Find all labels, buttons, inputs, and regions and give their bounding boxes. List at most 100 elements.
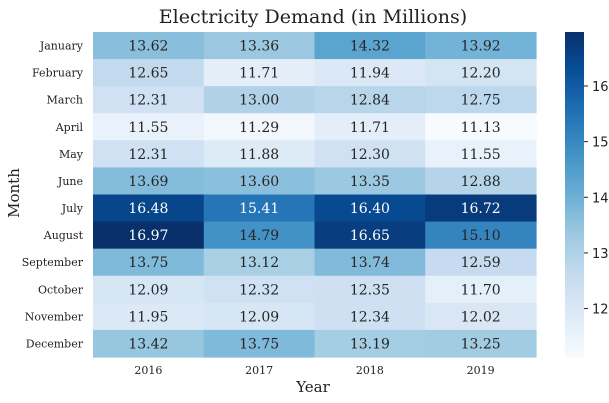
cell-value-label: 13.69: [128, 174, 168, 190]
cell-value-label: 16.48: [128, 201, 168, 217]
cell-value-label: 15.10: [461, 228, 501, 244]
cell-value-label: 16.65: [350, 228, 390, 244]
cell-value-label: 12.31: [128, 93, 168, 109]
heatmap-cell: [425, 275, 537, 304]
colorbar-tick-label: 15: [592, 136, 609, 151]
heatmap-cell: [425, 140, 537, 169]
heatmap-cell: [425, 302, 537, 331]
y-axis-label: Month: [5, 168, 23, 218]
cell-value-label: 12.35: [350, 282, 390, 298]
heatmap-cell: [314, 302, 426, 331]
cell-value-label: 11.94: [350, 66, 390, 82]
cell-value-label: 13.60: [239, 174, 279, 190]
heatmap-cell: [314, 59, 426, 87]
heatmap-cell: [93, 140, 205, 169]
cell-value-label: 13.42: [128, 336, 168, 352]
colorbar-tick-label: 12: [592, 303, 609, 318]
heatmap-cell: [93, 86, 205, 114]
heatmap-cell: [203, 194, 316, 223]
row-labels: January February March April May June July Augu…: [22, 40, 84, 351]
heatmap-cells: 13.62 13.36 14.32 13.92 12.65 11.71 11.94 12.20…: [93, 32, 537, 358]
cell-value-label: 11.29: [239, 120, 279, 136]
heatmap-cell: [93, 59, 205, 87]
cell-value-label: 11.13: [461, 120, 501, 136]
cell-value-label: 13.62: [128, 39, 168, 55]
heatmap-cell: [93, 113, 205, 141]
row-label: March: [47, 94, 83, 107]
column-label: 2016: [134, 364, 162, 377]
heatmap-cell: [314, 329, 426, 358]
cell-value-label: 13.12: [239, 255, 279, 271]
heatmap-cell: [425, 167, 537, 196]
heatmap-cell: [203, 140, 316, 169]
column-label: 2017: [245, 364, 273, 377]
heatmap-cell: [314, 275, 426, 304]
cell-value-label: 11.71: [350, 120, 390, 136]
heatmap-cell: [93, 302, 205, 331]
heatmap-cell: [314, 140, 426, 169]
cell-value-label: 11.70: [461, 282, 501, 298]
cell-value-label: 12.20: [461, 66, 501, 82]
heatmap-cell: [425, 113, 537, 141]
cell-value-label: 15.41: [239, 201, 279, 217]
cell-value-label: 11.55: [461, 147, 501, 163]
heatmap-cell: [314, 113, 426, 141]
heatmap-cell: [93, 275, 205, 304]
cell-value-label: 12.09: [128, 282, 168, 298]
heatmap-cell: [203, 167, 316, 196]
cell-value-label: 13.25: [461, 336, 501, 352]
heatmap-cell: [425, 194, 537, 223]
row-label: September: [22, 256, 84, 269]
heatmap-cell: [314, 167, 426, 196]
heatmap-cell: [203, 59, 316, 87]
cell-value-label: 13.36: [239, 39, 279, 55]
cell-value-label: 11.55: [128, 120, 168, 136]
heatmap-cell: [203, 32, 316, 60]
cell-value-label: 12.75: [461, 93, 501, 109]
heatmap-cell: [93, 32, 205, 60]
heatmap-cell: [93, 167, 205, 196]
heatmap-cell: [314, 86, 426, 114]
colorbar: 12 13 14 15 16: [565, 32, 609, 357]
colorbar-tick-label: 14: [592, 191, 609, 206]
cell-value-label: 13.92: [461, 39, 501, 55]
heatmap-cell: [203, 86, 316, 114]
heatmap-cell: [425, 221, 537, 250]
heatmap-cell: [314, 194, 426, 223]
heatmap-cell: [425, 248, 537, 277]
heatmap-cell: [425, 32, 537, 60]
cell-value-label: 14.32: [350, 39, 390, 55]
cell-value-label: 16.72: [461, 201, 501, 217]
cell-value-label: 13.00: [239, 93, 279, 109]
heatmap-cell: [93, 329, 205, 358]
cell-value-label: 12.88: [461, 174, 501, 190]
cell-value-label: 12.09: [239, 309, 279, 325]
cell-value-label: 12.31: [128, 147, 168, 163]
colorbar-tick-label: 16: [592, 80, 609, 95]
cell-value-label: 13.74: [350, 255, 390, 271]
cell-value-label: 13.75: [128, 255, 168, 271]
cell-value-label: 12.02: [461, 309, 501, 325]
heatmap-cell: [93, 221, 205, 250]
cell-value-label: 11.88: [239, 147, 279, 163]
row-label: October: [38, 283, 84, 296]
row-label: August: [43, 229, 84, 242]
row-label: July: [61, 202, 84, 215]
heatmap-cell: [203, 221, 316, 250]
cell-value-label: 13.35: [350, 174, 390, 190]
x-axis-label: Year: [295, 378, 330, 396]
heatmap-cell: [93, 248, 205, 277]
cell-value-label: 12.30: [350, 147, 390, 163]
cell-value-label: 12.32: [239, 282, 279, 298]
heatmap-cell: [203, 302, 316, 331]
heatmap-cell: [425, 86, 537, 114]
heatmap-cell: [203, 248, 316, 277]
heatmap-cell: [203, 275, 316, 304]
cell-value-label: 12.34: [350, 309, 390, 325]
row-label: April: [55, 121, 84, 134]
row-label: May: [59, 148, 84, 161]
row-label: December: [26, 337, 84, 350]
heatmap-cell: [425, 329, 537, 358]
cell-value-label: 13.19: [350, 336, 390, 352]
